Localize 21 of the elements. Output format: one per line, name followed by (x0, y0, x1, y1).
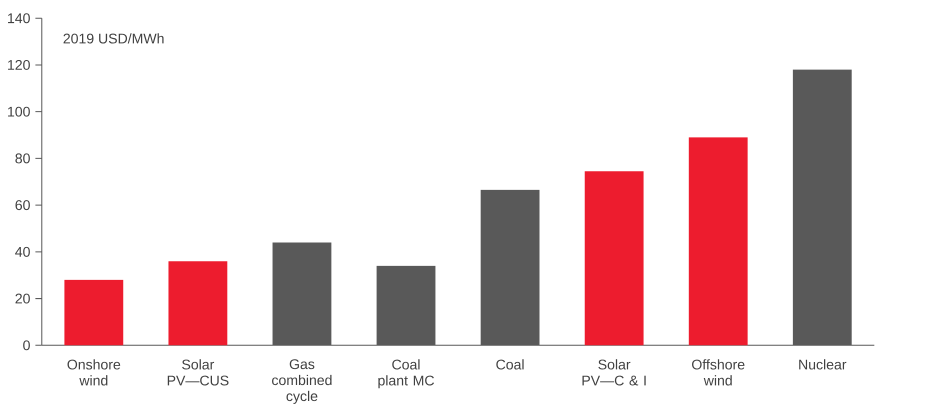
x-tick-label: Solar PV—CUS (168, 359, 228, 386)
y-tick-label: 80 (15, 153, 30, 164)
y-tick-label: 60 (16, 200, 30, 210)
x-tick-label: Onshore wind (68, 359, 120, 386)
y-tick-label: 0 (23, 340, 30, 350)
x-tick-label: Solar PV—C & I (582, 359, 646, 386)
x-tick-label: Nuclear (799, 359, 846, 370)
y-tick-label: 140 (8, 13, 30, 24)
y-tick-label: 40 (15, 246, 30, 257)
y-tick-label: 120 (8, 60, 30, 70)
x-tick-label: Coal plant MC (378, 359, 434, 388)
x-tick-label: Gas combined cycle (272, 359, 332, 404)
y-tick-label: 20 (16, 293, 30, 304)
bar (64, 280, 124, 346)
x-tick-label: Coal (496, 359, 524, 370)
bar (168, 261, 228, 346)
x-tick-label: Offshore wind (692, 359, 744, 386)
y-tick-label: 100 (8, 106, 30, 116)
annotation: 2019 USD/MWh (64, 33, 164, 44)
bar (584, 171, 644, 346)
bar (688, 137, 748, 346)
